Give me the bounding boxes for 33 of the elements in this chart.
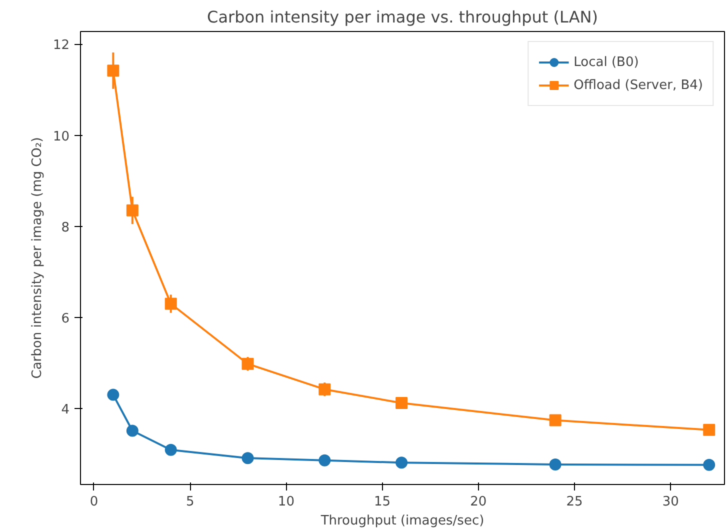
point — [549, 414, 562, 426]
point — [318, 383, 331, 396]
point — [164, 444, 177, 456]
point — [318, 454, 331, 466]
point — [164, 298, 177, 310]
y-tick-label: 4 — [61, 402, 70, 418]
y-tick-label: 6 — [61, 311, 70, 326]
x-tick-label: 25 — [566, 494, 583, 510]
point — [107, 64, 120, 77]
point — [107, 388, 120, 401]
y-tick-label: 8 — [61, 220, 70, 236]
chart-title: Carbon intensity per image vs. throughput (LAN) — [207, 8, 598, 26]
point — [126, 424, 138, 437]
x-tick-label: 15 — [374, 494, 391, 510]
x-tick-label: 10 — [278, 494, 294, 510]
point — [549, 458, 562, 470]
y-tick-label: 10 — [52, 129, 70, 144]
y-axis-title: Carbon intensity per image (mg CO₂) — [30, 137, 45, 379]
x-tick-label: 30 — [662, 494, 679, 510]
point — [242, 452, 254, 464]
point — [242, 358, 254, 370]
legend-label: Local (B0) — [574, 54, 639, 70]
point — [396, 456, 408, 469]
point — [396, 397, 408, 410]
x-tick-label: 5 — [186, 494, 194, 510]
point — [703, 424, 716, 436]
x-tick-label: 20 — [470, 494, 487, 510]
y-tick-label: 12 — [52, 38, 70, 54]
x-tick-label: 0 — [90, 494, 98, 510]
x-axis-title: Throughput (images/sec) — [320, 514, 484, 528]
point — [703, 458, 716, 471]
legend-label: Offload (Server, B4) — [574, 78, 703, 92]
point — [126, 204, 138, 216]
